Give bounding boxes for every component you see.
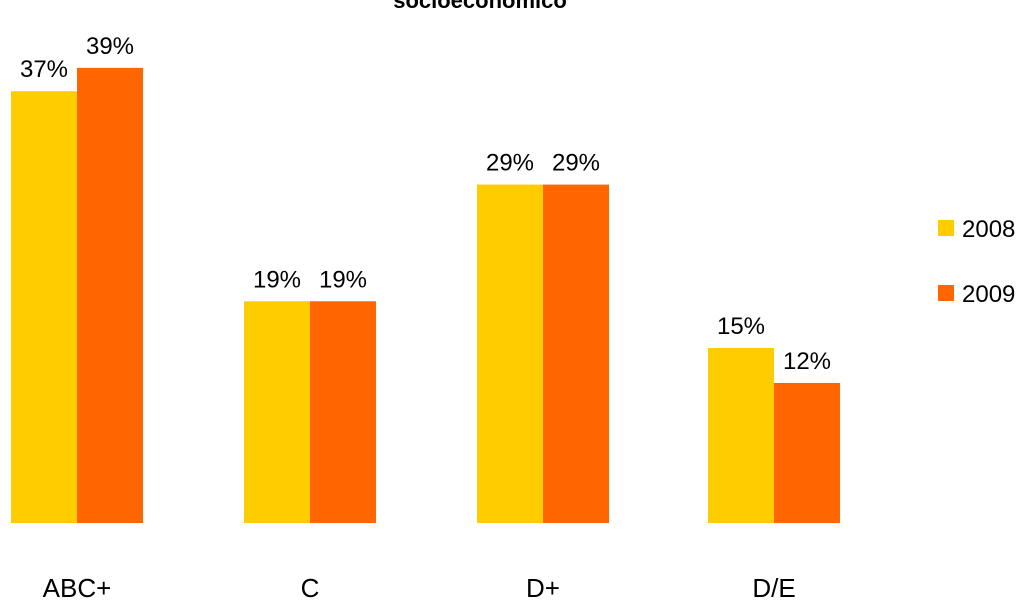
legend-item: 2009 xyxy=(938,281,1015,308)
bar-group: 19% 19% C xyxy=(244,266,376,603)
legend: 2008 2009 xyxy=(938,216,1015,308)
bar-2009 xyxy=(774,382,840,523)
category-label: C xyxy=(301,573,320,603)
bar-group: 29% 29% D+ xyxy=(477,150,609,603)
data-label: 39% xyxy=(86,33,134,60)
data-label: 19% xyxy=(253,266,301,293)
category-label: D/E xyxy=(752,573,795,603)
bar-2008 xyxy=(708,347,774,523)
legend-label: 2009 xyxy=(962,281,1015,308)
data-label: 29% xyxy=(552,150,600,177)
bar-2008 xyxy=(11,91,77,524)
data-label: 29% xyxy=(486,150,534,177)
plot-area: 37% 39% ABC+ 19% 19% C 29% 29% D+ 15% 12% D/E xyxy=(11,33,840,603)
bar-2009 xyxy=(77,67,143,524)
bar-group: 37% 39% ABC+ xyxy=(11,33,143,603)
data-label: 15% xyxy=(717,313,765,340)
legend-swatch xyxy=(938,220,954,236)
bar-2008 xyxy=(477,184,543,523)
data-label: 12% xyxy=(783,348,831,375)
bar-2009 xyxy=(543,184,609,523)
data-label: 37% xyxy=(20,56,68,83)
bar-2008 xyxy=(244,301,310,523)
legend-swatch xyxy=(938,285,954,301)
data-label: 19% xyxy=(319,266,367,293)
chart-title: socioeconómico xyxy=(393,0,567,13)
category-label: ABC+ xyxy=(43,573,112,603)
legend-label: 2008 xyxy=(962,216,1015,243)
legend-item: 2008 xyxy=(938,216,1015,243)
category-label: D+ xyxy=(526,573,560,603)
bar-2009 xyxy=(310,301,376,523)
bar-group: 15% 12% D/E xyxy=(708,313,840,603)
